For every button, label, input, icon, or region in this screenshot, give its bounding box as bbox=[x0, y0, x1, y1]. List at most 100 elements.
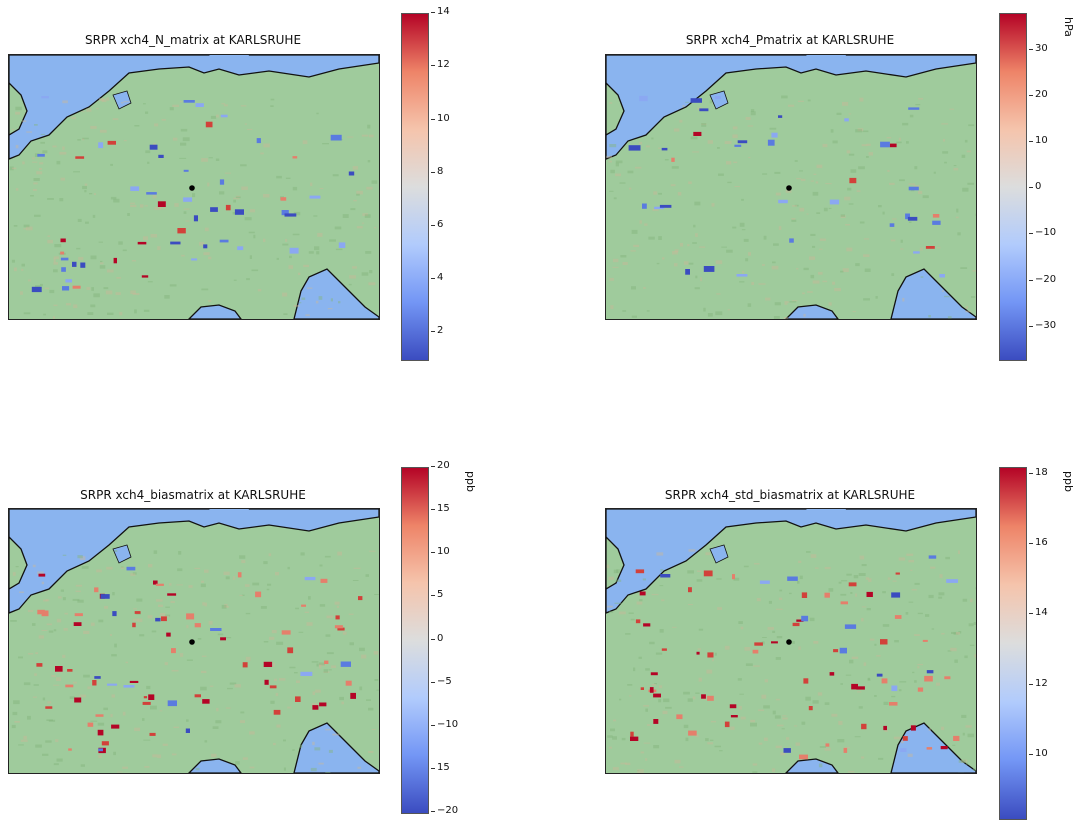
terrain-pixel bbox=[307, 622, 313, 626]
terrain-pixel bbox=[657, 263, 660, 264]
terrain-pixel bbox=[711, 721, 716, 723]
terrain-pixel bbox=[110, 164, 113, 166]
terrain-pixel bbox=[921, 276, 924, 278]
terrain-pixel bbox=[312, 661, 319, 662]
terrain-pixel bbox=[633, 668, 635, 672]
terrain-pixel bbox=[162, 119, 166, 121]
data-pixel-high bbox=[102, 741, 109, 745]
terrain-pixel bbox=[730, 727, 734, 730]
terrain-pixel bbox=[906, 554, 913, 556]
terrain-pixel bbox=[896, 142, 902, 144]
terrain-pixel bbox=[639, 657, 642, 659]
terrain-pixel bbox=[831, 714, 837, 717]
terrain-pixel bbox=[688, 698, 693, 701]
terrain-pixel bbox=[619, 612, 626, 615]
data-pixel-high bbox=[880, 639, 888, 644]
terrain-pixel bbox=[796, 743, 801, 746]
terrain-pixel bbox=[683, 105, 685, 107]
terrain-pixel bbox=[365, 214, 371, 218]
terrain-pixel bbox=[915, 104, 920, 105]
data-pixel-low bbox=[237, 246, 243, 250]
data-pixel-low bbox=[685, 269, 690, 275]
terrain-pixel bbox=[965, 311, 971, 313]
terrain-pixel bbox=[772, 631, 775, 633]
terrain-pixel bbox=[82, 186, 87, 189]
terrain-pixel bbox=[891, 273, 894, 276]
terrain-pixel bbox=[974, 622, 976, 625]
terrain-pixel bbox=[841, 580, 847, 581]
terrain-pixel bbox=[914, 634, 920, 636]
data-pixel-low bbox=[191, 258, 197, 260]
data-pixel-high bbox=[161, 616, 167, 621]
terrain-pixel bbox=[869, 152, 873, 155]
terrain-pixel bbox=[42, 582, 44, 585]
data-pixel-high bbox=[926, 246, 935, 249]
data-pixel-low bbox=[220, 240, 229, 243]
terrain-pixel bbox=[359, 687, 362, 691]
data-pixel-low bbox=[62, 286, 69, 290]
terrain-pixel bbox=[754, 563, 760, 564]
terrain-pixel bbox=[341, 702, 344, 705]
terrain-pixel bbox=[27, 716, 31, 720]
data-pixel-high bbox=[953, 736, 959, 741]
terrain-pixel bbox=[847, 188, 851, 191]
data-pixel-high bbox=[895, 615, 902, 619]
terrain-pixel bbox=[622, 738, 626, 740]
terrain-pixel bbox=[643, 287, 646, 289]
terrain-pixel bbox=[692, 242, 697, 244]
colorbar bbox=[401, 467, 429, 814]
terrain-pixel bbox=[932, 628, 935, 629]
terrain-pixel bbox=[652, 684, 656, 686]
terrain-pixel bbox=[127, 213, 130, 216]
terrain-pixel bbox=[303, 140, 308, 144]
terrain-pixel bbox=[324, 669, 328, 673]
terrain-pixel bbox=[741, 627, 744, 630]
terrain-pixel bbox=[310, 183, 312, 187]
terrain-pixel bbox=[674, 128, 679, 131]
data-pixel-low bbox=[170, 242, 180, 245]
terrain-pixel bbox=[35, 652, 38, 654]
terrain-pixel bbox=[810, 618, 815, 621]
terrain-pixel bbox=[205, 740, 208, 742]
terrain-pixel bbox=[55, 739, 58, 742]
terrain-pixel bbox=[353, 200, 357, 202]
terrain-pixel bbox=[369, 270, 372, 273]
terrain-pixel bbox=[706, 670, 712, 674]
terrain-pixel bbox=[789, 301, 796, 302]
terrain-pixel bbox=[764, 738, 768, 741]
terrain-pixel bbox=[616, 580, 622, 582]
terrain-pixel bbox=[226, 707, 231, 708]
terrain-pixel bbox=[289, 265, 294, 269]
terrain-pixel bbox=[798, 101, 804, 102]
colorbar-tick-label: 14 bbox=[1035, 607, 1048, 618]
terrain-pixel bbox=[350, 642, 355, 645]
terrain-pixel bbox=[829, 208, 832, 209]
terrain-pixel bbox=[917, 666, 919, 668]
terrain-pixel bbox=[368, 708, 373, 711]
terrain-pixel bbox=[357, 226, 363, 228]
terrain-pixel bbox=[732, 227, 736, 229]
terrain-pixel bbox=[777, 725, 784, 727]
terrain-pixel bbox=[179, 158, 186, 159]
terrain-pixel bbox=[22, 264, 26, 267]
terrain-pixel bbox=[716, 260, 723, 264]
data-pixel-high bbox=[933, 214, 939, 218]
terrain-pixel bbox=[65, 613, 68, 615]
data-pixel-low bbox=[890, 223, 895, 227]
map-frame bbox=[8, 54, 380, 320]
terrain-pixel bbox=[216, 115, 219, 118]
terrain-pixel bbox=[866, 577, 869, 580]
terrain-pixel bbox=[22, 120, 26, 122]
terrain-pixel bbox=[708, 140, 713, 144]
terrain-pixel bbox=[165, 662, 168, 665]
terrain-pixel bbox=[40, 142, 45, 144]
terrain-pixel bbox=[813, 700, 819, 703]
terrain-pixel bbox=[699, 629, 703, 631]
terrain-pixel bbox=[184, 211, 187, 214]
terrain-pixel bbox=[93, 215, 95, 218]
terrain-pixel bbox=[145, 112, 148, 114]
terrain-pixel bbox=[143, 740, 150, 741]
terrain-pixel bbox=[936, 683, 940, 686]
terrain-pixel bbox=[938, 597, 942, 599]
terrain-pixel bbox=[319, 296, 323, 300]
